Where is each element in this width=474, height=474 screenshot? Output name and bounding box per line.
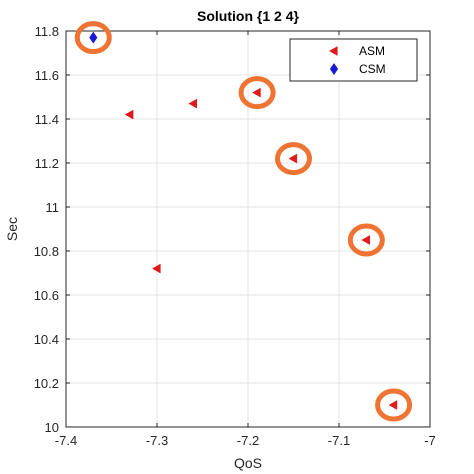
asm-point — [388, 400, 398, 410]
x-tick-label: -7.2 — [237, 433, 259, 448]
chart-title: Solution {1 2 4} — [197, 8, 299, 24]
y-tick-label: 10.4 — [34, 332, 59, 347]
y-tick-label: 11.6 — [35, 68, 59, 83]
asm-point — [151, 263, 161, 274]
x-tick-label: -7.3 — [146, 433, 168, 448]
x-tick-label: -7 — [424, 433, 436, 448]
y-tick-label: 10 — [45, 420, 59, 435]
legend-csm-label: CSM — [359, 62, 386, 76]
axis-ticks: -7.4 -7.3 -7.2 -7.1 -7 10 10.2 10.4 10.6 10.8 11 11… — [34, 24, 436, 448]
legend-box — [289, 38, 418, 82]
asm-point — [124, 109, 134, 120]
x-tick-label: -7.4 — [55, 433, 77, 448]
asm-point — [252, 87, 261, 98]
asm-point — [288, 153, 298, 164]
asm-point — [361, 235, 370, 245]
highlight-circle — [238, 76, 276, 110]
highlight-circle — [74, 21, 112, 55]
y-axis-label: Sec — [4, 217, 20, 241]
csm-point — [89, 31, 98, 44]
highlight-circle — [375, 388, 413, 422]
highlight-circle — [275, 142, 312, 176]
asm-point — [188, 98, 198, 109]
legend: ASM CSM — [289, 38, 418, 82]
y-tick-label: 10.6 — [34, 288, 59, 303]
y-tick-label: 11.8 — [35, 24, 59, 39]
legend-asm-marker — [328, 46, 338, 56]
legend-csm-marker — [329, 62, 339, 76]
highlight-circle — [347, 223, 385, 257]
y-tick-label: 10.8 — [34, 244, 59, 259]
y-tick-label: 10.2 — [34, 376, 59, 391]
x-tick-label: -7.1 — [328, 433, 350, 448]
y-tick-label: 11.4 — [35, 112, 59, 127]
legend-asm-label: ASM — [359, 44, 385, 58]
y-tick-label: 11 — [46, 200, 60, 215]
x-axis-label: QoS — [234, 455, 262, 471]
data-marks — [74, 21, 413, 422]
y-tick-label: 11.2 — [35, 156, 59, 171]
